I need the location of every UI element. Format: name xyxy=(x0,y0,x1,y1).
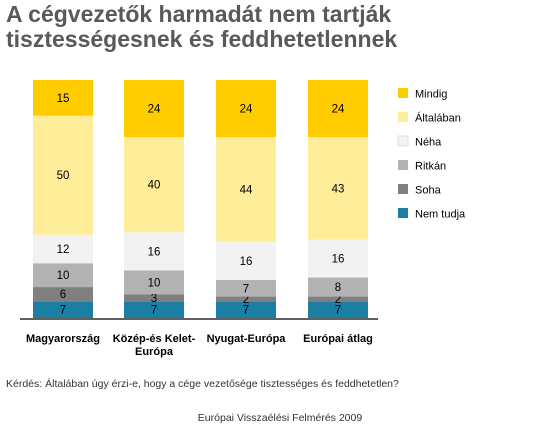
bar-segment xyxy=(216,80,276,138)
legend-swatch xyxy=(398,112,408,122)
bar-segment xyxy=(33,263,93,288)
data-label: 44 xyxy=(240,184,253,196)
legend-label: Mindig xyxy=(415,89,447,101)
data-label: 7 xyxy=(60,305,66,317)
bar-segment xyxy=(216,301,276,318)
data-label: 16 xyxy=(148,246,161,258)
bar-segment xyxy=(216,137,276,242)
data-label: 50 xyxy=(57,170,70,182)
legend-swatch xyxy=(398,208,408,218)
x-tick-label: Európai átlag xyxy=(303,333,373,345)
bar-segment xyxy=(216,296,276,302)
data-label: 10 xyxy=(57,270,70,282)
data-label: 10 xyxy=(148,277,161,289)
chart-title: A cégvezetők harmadát nem tartják tiszte… xyxy=(6,1,398,52)
bar-segment xyxy=(33,80,93,116)
bar-segment xyxy=(33,115,93,235)
bar-segment xyxy=(308,80,368,138)
data-label: 2 xyxy=(243,294,249,306)
data-label: 7 xyxy=(335,305,341,317)
data-label: 7 xyxy=(151,305,157,317)
data-label: 40 xyxy=(148,180,161,192)
bar-segment xyxy=(33,301,93,318)
bar-segment xyxy=(124,294,184,302)
legend-swatch xyxy=(398,184,408,194)
x-tick-label: Magyarország xyxy=(26,333,100,345)
data-label: 24 xyxy=(148,104,161,116)
bar-segment xyxy=(216,241,276,280)
bar-segment xyxy=(308,296,368,302)
bar-segment xyxy=(124,232,184,271)
x-tick-label: Közép-és Kelet-Európa xyxy=(113,333,196,358)
bar-segment xyxy=(124,137,184,233)
data-label: 7 xyxy=(243,305,249,317)
x-tick-label: Nyugat-Európa xyxy=(207,333,287,345)
data-label: 8 xyxy=(335,282,341,294)
data-label: 15 xyxy=(57,93,70,105)
bar-segment xyxy=(124,301,184,318)
data-label: 16 xyxy=(332,254,345,266)
legend-label: Nem tudja xyxy=(415,209,466,221)
legend-label: Néha xyxy=(415,137,442,149)
bar-segment xyxy=(216,279,276,297)
legend-swatch xyxy=(397,135,409,147)
bar-segment xyxy=(308,301,368,318)
data-label: 12 xyxy=(57,244,70,256)
data-label: 3 xyxy=(151,293,157,305)
data-label: 24 xyxy=(332,104,345,116)
legend-label: Általában xyxy=(415,112,461,125)
legend-label: Ritkán xyxy=(415,161,446,173)
bar-segment xyxy=(308,239,368,278)
data-label: 24 xyxy=(240,104,253,116)
data-label: 2 xyxy=(335,294,341,306)
bar-segment xyxy=(124,270,184,295)
bar-segment xyxy=(308,277,368,297)
bar-segment xyxy=(308,137,368,240)
data-label: 6 xyxy=(60,289,66,301)
data-label: 7 xyxy=(243,283,249,295)
bar-segment xyxy=(33,287,93,302)
data-label: 43 xyxy=(332,183,345,195)
legend-label: Soha xyxy=(415,185,442,197)
source-note: Európai Visszaélési Felmérés 2009 xyxy=(197,412,363,424)
survey-question: Kérdés: Általában úgy érzi-e, hogy a cég… xyxy=(6,378,399,390)
legend-swatch xyxy=(398,88,408,98)
bar-segment xyxy=(33,234,93,264)
data-label: 16 xyxy=(240,256,253,268)
legend-swatch xyxy=(398,160,408,170)
bar-segment xyxy=(124,80,184,138)
